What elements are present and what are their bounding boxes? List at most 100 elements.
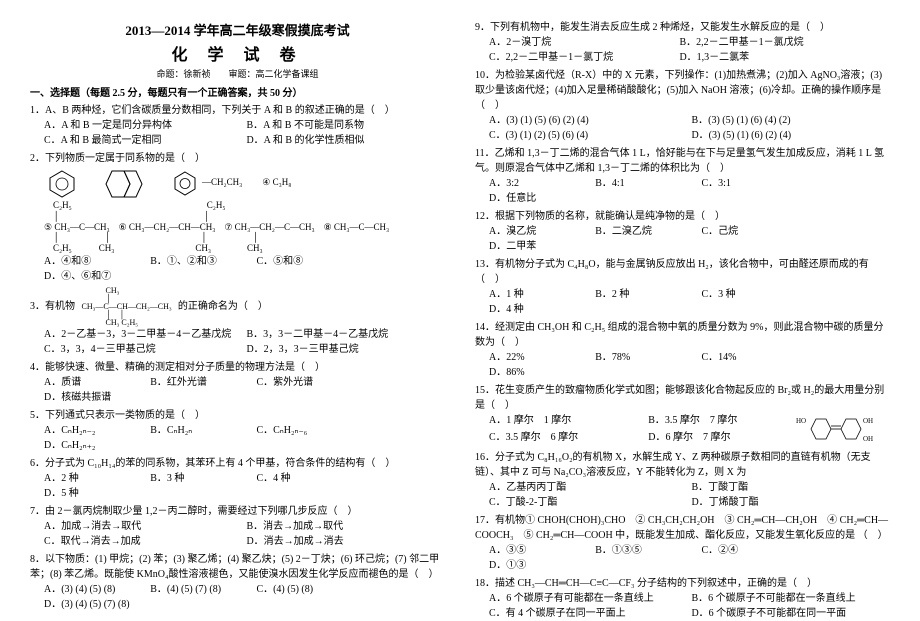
q1-stem: 1．A、B 两种烃，它们含碳质量分数相同，下列关于 A 和 B 的叙述正确的是（…: [30, 103, 445, 118]
q1-opt-b: B．A 和 B 不可能是同系物: [246, 118, 430, 133]
question-8: 8．以下物质：(1) 甲烷；(2) 苯；(3) 聚乙烯；(4) 聚乙炔；(5) …: [30, 552, 445, 612]
q14-stem: 14．经测定由 CH₃OH 和 C₂H₅ 组成的混合物中氧的质量分数为 9%，则…: [475, 320, 890, 350]
q9-opt-c: C．2,2－二甲基－1－氯丁烷: [489, 50, 673, 65]
q6-opt-d: D．5 种: [44, 486, 132, 501]
q2-struct-3: —CH₂CH₃: [170, 169, 242, 197]
q11-opt-b: B．4:1: [595, 176, 683, 191]
q15-opt-c: C．3.5 摩尔 6 摩尔: [489, 430, 630, 447]
q2-opt-b: B．①、②和③: [150, 254, 238, 269]
q15-opt-d: D．6 摩尔 7 摩尔: [648, 430, 789, 447]
q5-opt-b: B．CₙH₂ₙ: [150, 423, 238, 438]
authors-line: 命题：徐新祯 审题：高二化学备课组: [30, 67, 445, 80]
q3-opt-b: B．3，3－二甲基－4－乙基戊烷: [246, 327, 430, 342]
right-column: 9．下列有机物中，能发生消去反应生成 2 种烯烃，又能发生水解反应的是（ ） A…: [475, 20, 890, 572]
benzene-icon: [44, 168, 80, 198]
q2-opt-c: C．⑤和⑧: [256, 254, 344, 269]
q3-stem2: 的正确命名为（ ）: [178, 301, 268, 312]
q3-stem: 3．有机物: [30, 301, 75, 312]
q7-opt-c: C．取代→消去→加成: [44, 534, 228, 549]
q5-stem: 5．下列通式只表示一类物质的是（ ）: [30, 408, 445, 423]
q13-opt-a: A．1 种: [489, 287, 577, 302]
q11-opt-a: A．3:2: [489, 176, 577, 191]
q17-opt-d: D．①③: [489, 558, 577, 573]
q9-opt-d: D．1,3－二氯苯: [679, 50, 863, 65]
q8-opt-d: D．(3) (4) (5) (7) (8): [44, 597, 132, 612]
q2-opt-a: A．④和⑧: [44, 254, 132, 269]
q18-opt-d: D．6 个碳原子不可能都在同一平面: [691, 606, 875, 621]
main-title: 2013—2014 学年高二年级寒假摸底考试: [30, 20, 445, 39]
q13-opt-c: C．3 种: [701, 287, 789, 302]
q4-stem: 4．能够快速、微量、精确的测定相对分子质量的物理方法是（ ）: [30, 360, 445, 375]
sub-title: 化 学 试 卷: [30, 41, 445, 65]
q18-opt-c: C．有 4 个碳原子在同一平面上: [489, 606, 673, 621]
q4-opt-d: D．核磁共振谱: [44, 390, 132, 405]
q14-opt-b: B．78%: [595, 350, 683, 365]
q11-stem: 11．乙烯和 1,3－丁二烯的混合气体 1 L，恰好能与在下与足量氢气发生加成反…: [475, 146, 890, 176]
q13-opt-b: B．2 种: [595, 287, 683, 302]
q6-opt-c: C．4 种: [256, 471, 344, 486]
q11-opt-c: C．3:1: [701, 176, 789, 191]
benzene-ring-icon: [170, 169, 200, 197]
q14-opt-c: C．14%: [701, 350, 789, 365]
question-14: 14．经测定由 CH₃OH 和 C₂H₅ 组成的混合物中氧的质量分数为 9%，则…: [475, 320, 890, 380]
q12-opt-d: D．二甲苯: [489, 239, 577, 254]
svg-text:OH: OH: [863, 417, 873, 425]
q18-opt-b: B．6 个碳原子不可能都在一条直线上: [691, 591, 875, 606]
question-18: 18．描述 CH₃—CH═CH—C≡C—CF₃ 分子结构的下列叙述中，正确的是（…: [475, 576, 890, 621]
question-17: 17．有机物① CHOH(CHOH)₃CHO ② CH₃CH₂CH₂OH ③ C…: [475, 513, 890, 573]
svg-text:OH: OH: [863, 435, 873, 443]
q6-stem: 6．分子式为 C₁₀H₁₄的苯的同系物，其苯环上有 4 个甲基，符合条件的结构有…: [30, 456, 445, 471]
question-10: 10．为检验某卤代烃（R-X）中的 X 元素，下列操作：(1)加热煮沸；(2)加…: [475, 68, 890, 143]
q2-struct-1: [44, 168, 80, 198]
q17-stem: 17．有机物① CHOH(CHOH)₃CHO ② CH₃CH₂CH₂OH ③ C…: [475, 513, 890, 543]
question-13: 13．有机物分子式为 C₄H₈O，能与金属钠反应放出 H₂，该化合物中，可由醛还…: [475, 257, 890, 317]
section-heading: 一、选择题（每题 2.5 分，每题只有一个正确答案，共 50 分）: [30, 84, 445, 99]
q12-opt-a: A．溴乙烷: [489, 224, 577, 239]
question-4: 4．能够快速、微量、精确的测定相对分子质量的物理方法是（ ） A．质谱 B．红外…: [30, 360, 445, 405]
q5-opt-c: C．CₙH₂ₙ₋₆: [256, 423, 344, 438]
q9-opt-b: B．2,2－二甲基－1－氯戊烷: [679, 35, 863, 50]
q4-opt-b: B．红外光谱: [150, 375, 238, 390]
q3-struct: CH₃ │ CH₃—C—CH—CH₂—CH₃ │ │ CH₃ C₂H₅: [78, 301, 178, 311]
q11-opt-d: D．任意比: [489, 191, 577, 206]
q16-opt-d: D．丁烯酸丁酯: [691, 495, 875, 510]
q16-stem: 16．分子式为 C₈H₁₆O₂的有机物 X，水解生成 Y、Z 两种碳原子数相同的…: [475, 450, 890, 480]
q2-tag-4: ④ C₃H₈: [262, 176, 291, 190]
question-1: 1．A、B 两种烃，它们含碳质量分数相同，下列关于 A 和 B 的叙述正确的是（…: [30, 103, 445, 148]
q8-opt-a: A．(3) (4) (5) (8): [44, 582, 132, 597]
q10-stem: 10．为检验某卤代烃（R-X）中的 X 元素，下列操作：(1)加热煮沸；(2)加…: [475, 68, 890, 113]
naphthalene-icon: [100, 168, 150, 198]
q15-opt-a: A．1 摩尔 1 摩尔: [489, 413, 630, 430]
q16-opt-b: B．丁酸丁酯: [691, 480, 875, 495]
question-16: 16．分子式为 C₈H₁₆O₂的有机物 X，水解生成 Y、Z 两种碳原子数相同的…: [475, 450, 890, 510]
q17-opt-a: A．③⑤: [489, 543, 577, 558]
question-11: 11．乙烯和 1,3－丁二烯的混合气体 1 L，恰好能与在下与足量氢气发生加成反…: [475, 146, 890, 206]
q13-opt-d: D．4 种: [489, 302, 577, 317]
question-5: 5．下列通式只表示一类物质的是（ ） A．CₙH₂ₙ₋₂ B．CₙH₂ₙ C．C…: [30, 408, 445, 453]
q9-opt-a: A．2－溴丁烷: [489, 35, 673, 50]
q15-opt-b: B．3.5 摩尔 7 摩尔: [648, 413, 789, 430]
q2-opt-d: D．④、⑥和⑦: [44, 269, 132, 284]
q13-stem: 13．有机物分子式为 C₄H₈O，能与金属钠反应放出 H₂，该化合物中，可由醛还…: [475, 257, 890, 287]
question-12: 12．根据下列物质的名称，就能确认是纯净物的是（ ） A．溴乙烷 B．二溴乙烷 …: [475, 209, 890, 254]
question-3: 3．有机物 CH₃ │ CH₃—C—CH—CH₂—CH₃ │ │ CH₃ C₂H…: [30, 287, 445, 357]
q14-opt-a: A．22%: [489, 350, 577, 365]
q17-opt-c: C．②④: [701, 543, 789, 558]
q6-opt-a: A．2 种: [44, 471, 132, 486]
q8-stem: 8．以下物质：(1) 甲烷；(2) 苯；(3) 聚乙烯；(4) 聚乙炔；(5) …: [30, 552, 445, 582]
question-9: 9．下列有机物中，能发生消去反应生成 2 种烯烃，又能发生水解反应的是（ ） A…: [475, 20, 890, 65]
q1-opt-d: D．A 和 B 的化学性质相似: [246, 133, 430, 148]
q18-stem: 18．描述 CH₃—CH═CH—C≡C—CF₃ 分子结构的下列叙述中，正确的是（…: [475, 576, 890, 591]
q7-opt-d: D．消去→加成→消去: [246, 534, 430, 549]
q5-opt-a: A．CₙH₂ₙ₋₂: [44, 423, 132, 438]
question-7: 7．由 2－氯丙烷制取少量 1,2－丙二醇时，需要经过下列哪几步反应（ ） A．…: [30, 504, 445, 549]
q8-opt-b: B．(4) (5) (7) (8): [150, 582, 238, 597]
question-6: 6．分子式为 C₁₀H₁₄的苯的同系物，其苯环上有 4 个甲基，符合条件的结构有…: [30, 456, 445, 501]
q10-opt-c: C．(3) (1) (2) (5) (6) (4): [489, 128, 673, 143]
question-15: 15．花生变质产生的致瘤物质化学式如图；能够跟该化合物起反应的 Br₂或 H₂的…: [475, 383, 890, 447]
q15-stem: 15．花生变质产生的致瘤物质化学式如图；能够跟该化合物起反应的 Br₂或 H₂的…: [475, 383, 890, 413]
left-column: 2013—2014 学年高二年级寒假摸底考试 化 学 试 卷 命题：徐新祯 审题…: [30, 20, 445, 572]
aflatoxin-struct-icon: HO OH OH: [796, 413, 886, 447]
q1-opt-a: A．A 和 B 一定是同分异构体: [44, 118, 228, 133]
q7-stem: 7．由 2－氯丙烷制取少量 1,2－丙二醇时，需要经过下列哪几步反应（ ）: [30, 504, 445, 519]
